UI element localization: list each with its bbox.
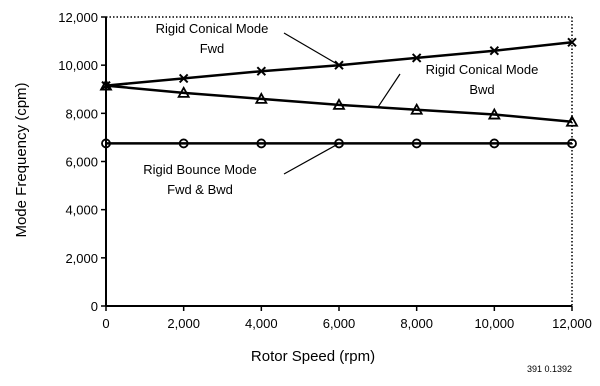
data-point <box>178 73 189 84</box>
y-tick-label: 8,000 <box>65 106 98 121</box>
data-point <box>101 138 111 149</box>
data-point <box>489 138 500 149</box>
data-point <box>177 86 191 98</box>
y-tick-label: 2,000 <box>65 251 98 266</box>
data-point <box>489 46 500 56</box>
y-tick-label: 12,000 <box>58 10 98 25</box>
annotation-label-3: Fwd & Bwd <box>167 182 233 197</box>
x-tick-label: 12,000 <box>552 316 592 331</box>
annotation-label-2: Bwd <box>469 82 494 97</box>
x-tick-label: 2,000 <box>167 316 200 331</box>
annotation-leader-3 <box>283 142 340 175</box>
data-point <box>565 114 579 127</box>
data-point <box>411 138 422 149</box>
x-tick-label: 4,000 <box>245 316 278 331</box>
x-tick-label: 8,000 <box>400 316 433 331</box>
series-line-2 <box>105 84 573 124</box>
data-point <box>256 66 267 76</box>
data-point <box>256 138 267 149</box>
y-tick-label: 0 <box>91 299 98 314</box>
x-tick-label: 6,000 <box>323 316 356 331</box>
data-point <box>410 102 424 115</box>
data-point <box>411 53 422 63</box>
data-point <box>99 78 113 91</box>
x-tick-label: 0 <box>102 316 109 331</box>
data-point <box>567 138 577 149</box>
annotation-label-3: Rigid Bounce Mode <box>143 162 256 177</box>
annotation-label-1: Fwd <box>200 41 225 56</box>
y-tick-label: 10,000 <box>58 58 98 73</box>
data-point <box>254 92 268 104</box>
x-tick-label: 10,000 <box>474 316 514 331</box>
data-point <box>567 37 577 47</box>
data-point <box>178 138 189 149</box>
y-tick-label: 6,000 <box>65 155 98 170</box>
x-axis-title: Rotor Speed (rpm) <box>251 348 375 365</box>
data-point <box>332 98 346 110</box>
figure-code: 391 0.1392 <box>527 364 572 374</box>
y-tick-label: 4,000 <box>65 203 98 218</box>
annotation-leader-2 <box>377 73 401 108</box>
data-point <box>487 107 501 120</box>
data-point <box>334 138 344 149</box>
annotation-leader-1 <box>283 32 340 66</box>
annotation-label-1: Rigid Conical Mode <box>156 21 269 36</box>
annotation-label-2: Rigid Conical Mode <box>426 62 539 77</box>
data-point <box>334 60 344 70</box>
y-axis-title: Mode Frequency (cpm) <box>13 82 30 237</box>
